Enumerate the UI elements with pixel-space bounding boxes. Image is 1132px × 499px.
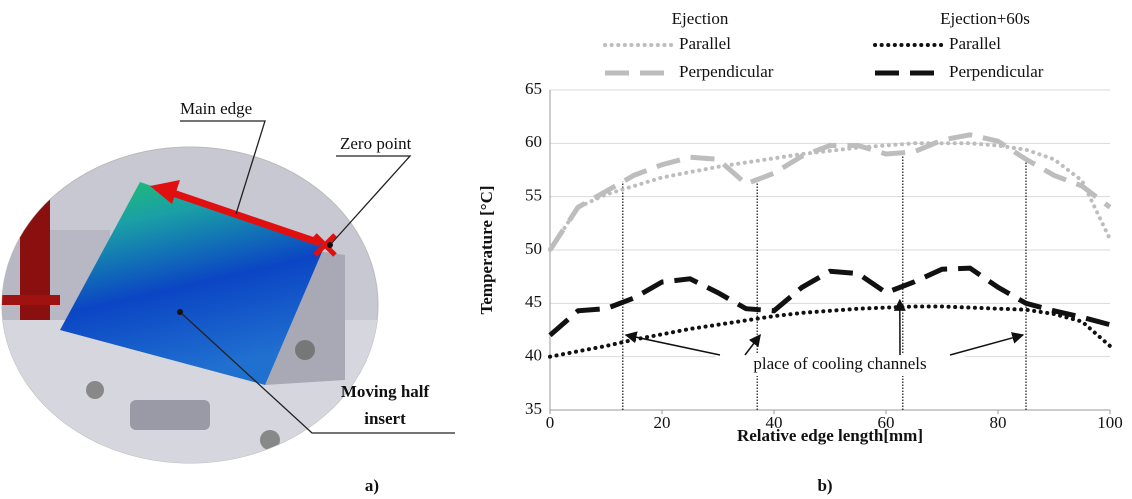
annotation-arrow [950,335,1023,355]
label-zero-point: Zero point [340,134,412,153]
legend-group-title: Ejection [672,9,729,28]
figure: Main edge Zero point Moving half insert … [0,0,1132,499]
x-tick-label: 80 [990,413,1007,432]
annotation-arrow [745,335,760,355]
y-tick-label: 45 [525,292,542,311]
x-tick-label: 0 [546,413,555,432]
legend-group-title: Ejection+60s [940,9,1030,28]
x-tick-label: 60 [878,413,895,432]
legend-label: Perpendicular [679,62,774,81]
y-tick-label: 35 [525,399,542,418]
y-tick-label: 40 [525,346,542,365]
label-main-edge: Main edge [180,99,252,118]
x-tick-label: 40 [766,413,783,432]
y-tick-label: 60 [525,132,542,151]
annotation-arrow [626,335,720,355]
y-tick-label: 55 [525,186,542,205]
x-tick-label: 20 [654,413,671,432]
figure-canvas: Main edge Zero point Moving half insert … [0,0,1132,499]
y-tick-label: 65 [525,79,542,98]
label-insert: insert [364,409,406,428]
legend-label: Perpendicular [949,62,1044,81]
legend-label: Parallel [949,34,1001,53]
y-tick-label: 50 [525,239,542,258]
caption-a: a) [365,476,379,495]
y-axis-title: Temperature [°C] [477,185,496,314]
legend-label: Parallel [679,34,731,53]
label-moving-half: Moving half [341,382,430,401]
caption-b: b) [817,476,832,495]
annotation: place of cooling channels [753,354,926,373]
x-tick-label: 100 [1097,413,1123,432]
